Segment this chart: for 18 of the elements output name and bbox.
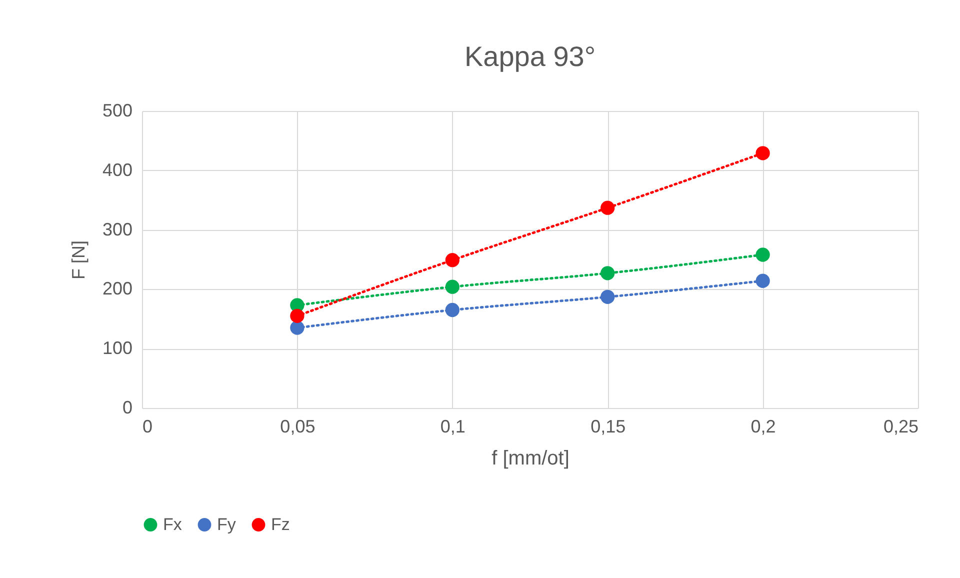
legend-label: Fx <box>163 514 182 534</box>
y-tick-label: 300 <box>102 219 132 240</box>
y-tick-label: 500 <box>102 100 132 120</box>
legend-label: Fy <box>217 514 236 534</box>
x-axis-title: f [mm/ot] <box>492 448 570 470</box>
y-tick-label: 0 <box>122 398 132 418</box>
legend-label: Fz <box>271 514 290 534</box>
chart-title: Kappa 93° <box>464 41 596 72</box>
y-axis-title: F [N] <box>68 240 88 280</box>
y-tick-label: 200 <box>102 278 132 299</box>
x-tick-label: 0,15 <box>590 416 626 436</box>
x-tick-label: 0 <box>142 416 153 436</box>
y-tick-label: 400 <box>102 160 132 180</box>
x-tick-label: 0,25 <box>883 416 918 436</box>
y-tick-label: 100 <box>102 338 132 358</box>
x-tick-label: 0,05 <box>280 416 316 436</box>
x-tick-label: 0,1 <box>440 416 466 436</box>
x-tick-label: 0,2 <box>750 416 776 436</box>
